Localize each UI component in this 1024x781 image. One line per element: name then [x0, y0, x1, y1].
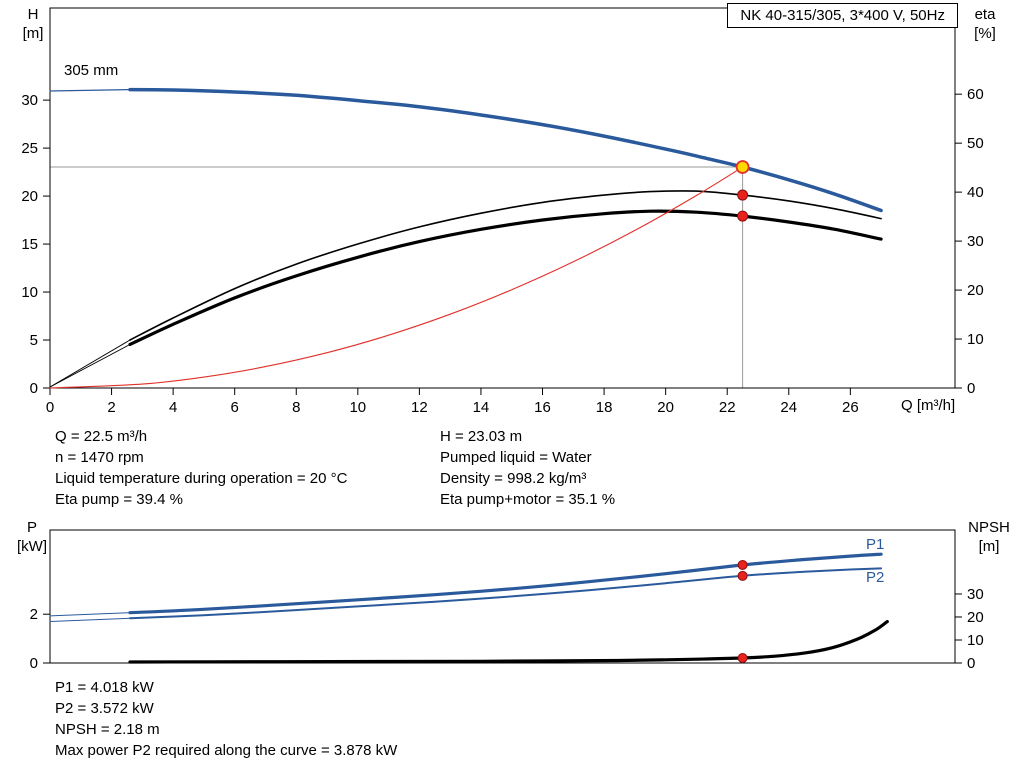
operating-data-left-column: Q = 22.5 m³/h n = 1470 rpm Liquid temper… — [55, 426, 347, 510]
eta-pump-motor-point — [737, 210, 749, 222]
series-p2-power — [129, 567, 883, 620]
density-text: Density = 998.2 kg/m³ — [440, 470, 587, 487]
series-system-curve — [49, 166, 744, 389]
x-tick-label: 6 — [231, 399, 239, 416]
eta-pump-text: Eta pump = 39.4 % — [55, 491, 183, 508]
eta-pump-motor-text: Eta pump+motor = 35.1 % — [440, 491, 616, 508]
series-head-curve-lead-in — [49, 89, 131, 92]
y-right-tick-label: 20 — [967, 609, 984, 626]
y-left-tick-label: 10 — [21, 284, 38, 301]
x-tick-label: 2 — [107, 399, 115, 416]
head-eta-chart: 0 2 4 6 8 10 12 14 16 18 20 22 24 2605101520253001020… — [21, 7, 984, 416]
y-right-tick-label: 20 — [967, 282, 984, 299]
x-tick-label: 16 — [534, 399, 551, 416]
npsh-axis-title: NPSH [m] — [960, 518, 1018, 556]
x-tick-label: 8 — [292, 399, 300, 416]
y-right-tick-label: 50 — [967, 135, 984, 152]
y-right-tick-label: 30 — [967, 586, 984, 603]
flow-value-text: Q = 22.5 m³/h — [55, 428, 148, 445]
y-right-tick-label: 10 — [967, 331, 984, 348]
x-tick-label: 0 — [46, 399, 54, 416]
p1-series-label: P1 — [866, 536, 885, 553]
y-left-tick-label: 20 — [21, 188, 38, 205]
head-axis-name: H — [27, 6, 39, 23]
series-eta-pump-lead-in — [49, 339, 131, 388]
plot-frame — [49, 7, 956, 389]
x-tick-label: 20 — [657, 399, 674, 416]
plot-frame — [49, 529, 956, 664]
flow-axis-label: Q [m³/h] — [901, 397, 956, 414]
eta-pump-point — [737, 189, 749, 201]
max-power-text: Max power P2 required along the curve = … — [55, 742, 398, 759]
p2-series-label: P2 — [866, 569, 885, 586]
series-head-curve-305mm — [128, 87, 883, 213]
eta-axis-name: eta — [974, 6, 996, 23]
npsh-axis-unit: [m] — [978, 538, 1000, 555]
y-left-tick-label: 0 — [30, 380, 38, 397]
y-right-tick-label: 10 — [967, 632, 984, 649]
series-eta-pump — [129, 190, 882, 341]
pumped-liquid-text: Pumped liquid = Water — [440, 449, 592, 466]
series-p2-lead-in — [49, 617, 131, 622]
power-axis-unit: [kW] — [17, 538, 47, 555]
head-value-text: H = 23.03 m — [440, 428, 523, 445]
p1-value-text: P1 = 4.018 kW — [55, 679, 154, 696]
x-tick-label: 10 — [349, 399, 366, 416]
impeller-size-label: 305 mm — [64, 62, 119, 79]
y-right-tick-label: 30 — [967, 233, 984, 250]
series-p1-power — [128, 552, 883, 615]
y-left-tick-label: 30 — [21, 92, 38, 109]
npsh-axis-name: NPSH — [968, 519, 1010, 536]
power-axis-title: P [kW] — [10, 518, 54, 556]
p2-value-text: P2 = 3.572 kW — [55, 700, 154, 717]
x-tick-label: 4 — [169, 399, 177, 416]
x-tick-label: 18 — [596, 399, 613, 416]
y-right-tick-label: 60 — [967, 86, 984, 103]
y-left-tick-label: 25 — [21, 140, 38, 157]
x-tick-label: 14 — [473, 399, 490, 416]
y-left-tick-label: 5 — [30, 332, 38, 349]
y-right-tick-label: 0 — [967, 380, 975, 397]
y-right-tick-label: 40 — [967, 184, 984, 201]
series-npsh-curve — [128, 620, 889, 664]
eta-axis-title: eta [%] — [962, 5, 1008, 43]
liquid-temperature-text: Liquid temperature during operation = 20… — [55, 470, 348, 487]
power-axis-name: P — [26, 519, 37, 536]
eta-axis-unit: [%] — [974, 25, 996, 42]
series-eta-pump-motor — [128, 209, 883, 346]
p2-point — [737, 570, 748, 581]
series-eta-pump-motor-lead-in — [49, 343, 131, 388]
power-results-column: P1 = 4.018 kW P2 = 3.572 kW NPSH = 2.18 … — [55, 677, 397, 761]
duty-point — [735, 160, 750, 174]
series-p1-lead-in — [49, 612, 131, 617]
npsh-value-text: NPSH = 2.18 m — [55, 721, 160, 738]
head-axis-title: H [m] — [13, 5, 53, 43]
x-tick-label: 26 — [842, 399, 859, 416]
npsh-point — [737, 652, 748, 663]
speed-value-text: n = 1470 rpm — [55, 449, 144, 466]
pump-name-box: NK 40-315/305, 3*400 V, 50Hz — [727, 3, 958, 28]
y-left-tick-label: 0 — [30, 655, 38, 672]
y-right-tick-label: 0 — [967, 655, 975, 672]
x-tick-label: 24 — [780, 399, 797, 416]
head-axis-unit: [m] — [22, 25, 44, 42]
p1-point — [737, 559, 748, 570]
y-left-tick-label: 15 — [21, 236, 38, 253]
x-tick-label: 22 — [719, 399, 736, 416]
operating-data-right-column: H = 23.03 m Pumped liquid = Water Densit… — [440, 426, 615, 510]
x-tick-label: 12 — [411, 399, 428, 416]
y-left-tick-label: 2 — [30, 606, 38, 623]
